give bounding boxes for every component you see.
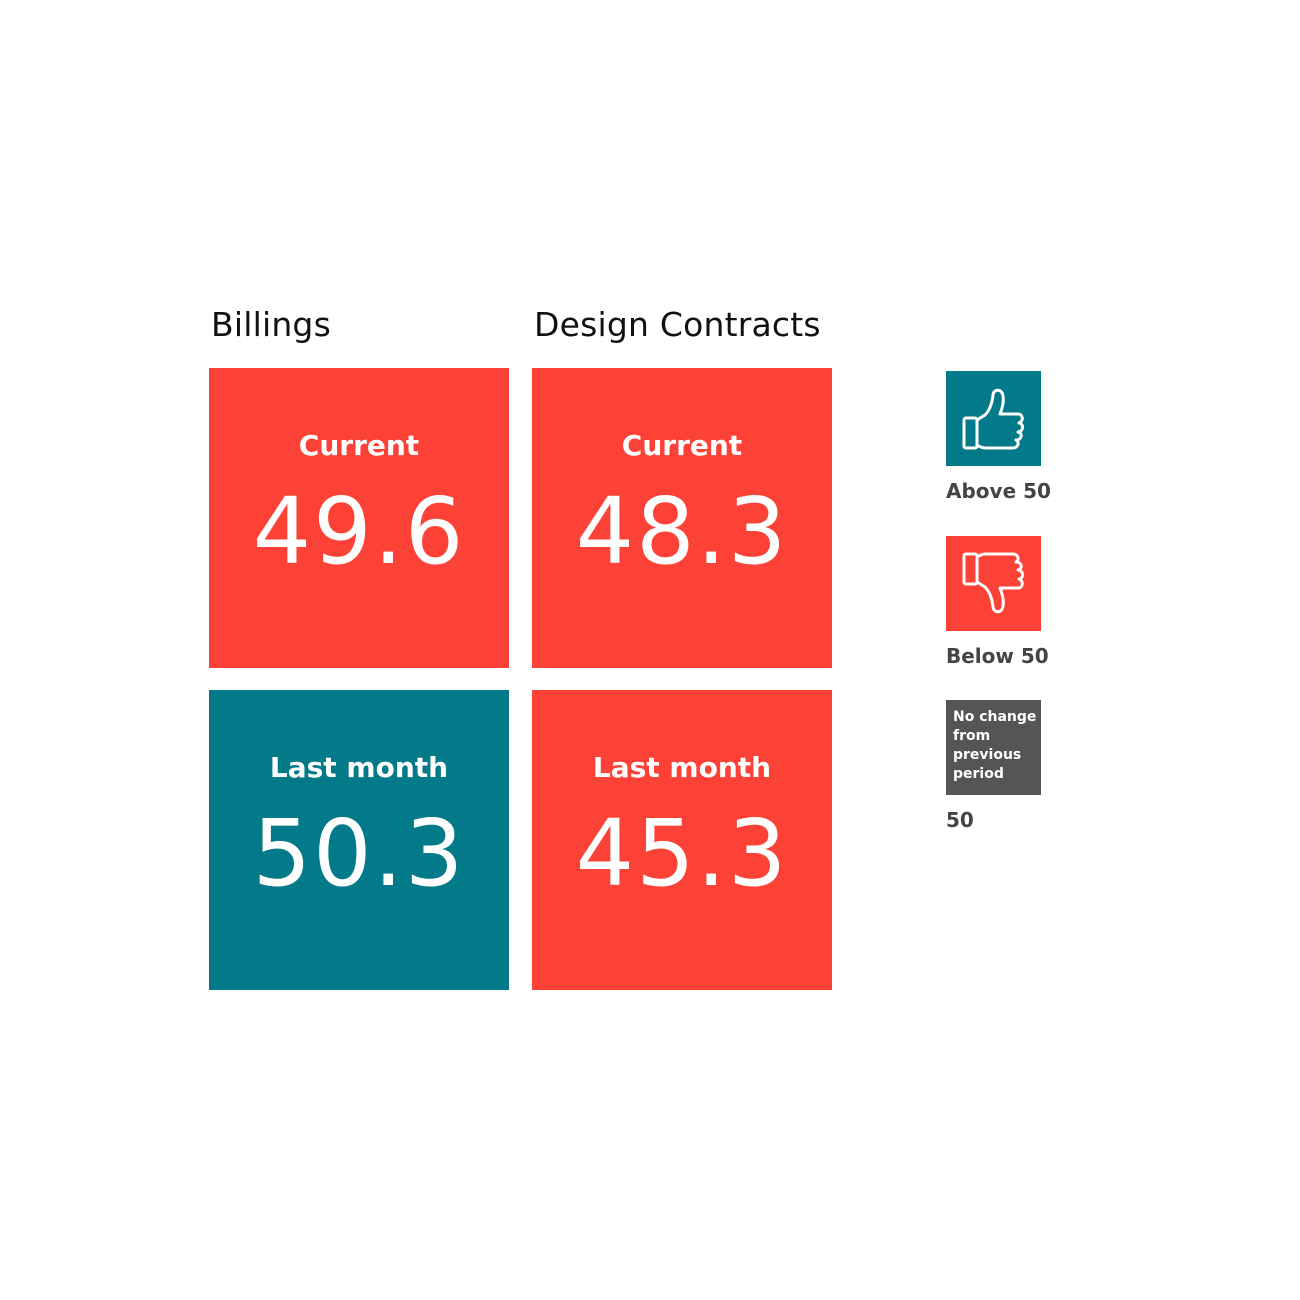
tile-label: Current bbox=[298, 429, 420, 462]
legend-below-swatch bbox=[946, 536, 1041, 631]
thumbs-up-icon bbox=[962, 388, 1025, 450]
design-contracts-current-tile: Current 48.3 bbox=[532, 368, 832, 668]
legend-above-label: Above 50 bbox=[946, 479, 1051, 503]
tile-label: Current bbox=[621, 429, 743, 462]
legend-no-change-swatch: No change from previous period bbox=[946, 700, 1041, 795]
billings-title: Billings bbox=[211, 305, 331, 344]
billings-last-month-tile: Last month 50.3 bbox=[209, 690, 509, 990]
design-contracts-title: Design Contracts bbox=[534, 305, 821, 344]
tile-value: 45.3 bbox=[575, 800, 789, 907]
design-contracts-last-month-tile: Last month 45.3 bbox=[532, 690, 832, 990]
tile-value: 50.3 bbox=[252, 800, 466, 907]
billings-current-tile: Current 49.6 bbox=[209, 368, 509, 668]
thumbs-down-icon bbox=[962, 552, 1025, 614]
tile-label: Last month bbox=[269, 751, 449, 784]
legend-below-label: Below 50 bbox=[946, 644, 1049, 668]
tile-label: Last month bbox=[592, 751, 772, 784]
legend-no-change-text: No change from previous period bbox=[953, 709, 1037, 782]
tile-value: 49.6 bbox=[252, 478, 466, 585]
legend-no-change-label: 50 bbox=[946, 808, 974, 832]
tile-value: 48.3 bbox=[575, 478, 789, 585]
legend-above-swatch bbox=[946, 371, 1041, 466]
